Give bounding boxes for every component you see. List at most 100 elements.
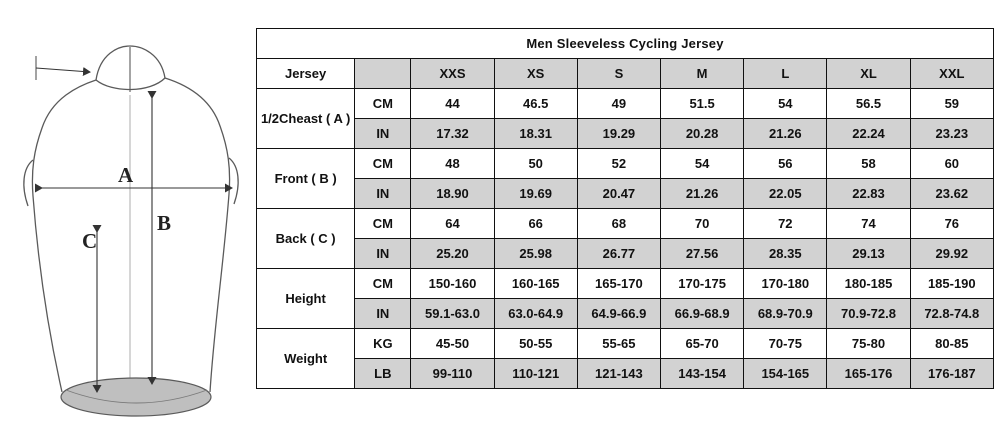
table-row: IN 25.20 25.98 26.77 27.56 28.35 29.13 29.92: [257, 238, 995, 269]
collar-bottom: [95, 77, 166, 91]
size-header-s: S: [576, 58, 662, 89]
row-label: Front ( B ): [255, 148, 356, 209]
size-header-m: M: [659, 58, 745, 89]
value-cell: 58: [826, 148, 911, 179]
row-label: 1/2Cheast ( A ): [255, 88, 356, 149]
value-cell: 28.35: [743, 238, 828, 269]
value-cell: 121-143: [576, 358, 662, 389]
value-cell: 170-180: [743, 268, 828, 299]
right-side-flap: [228, 157, 239, 205]
value-cell: 22.24: [826, 118, 911, 149]
value-cell: 56.5: [826, 88, 911, 119]
value-cell: 29.13: [826, 238, 911, 269]
value-cell: 21.26: [659, 178, 745, 209]
row-label: Weight: [255, 328, 356, 389]
table-row: LB 99-110 110-121 121-143 143-154 154-165 165-…: [257, 358, 995, 389]
size-header-xs: XS: [493, 58, 578, 89]
unit-cell: CM: [354, 268, 412, 299]
value-cell: 19.29: [576, 118, 662, 149]
size-header-xxl: XXL: [909, 58, 995, 89]
row-label: Back ( C ): [255, 208, 356, 269]
value-cell: 54: [659, 148, 745, 179]
value-cell: 66: [493, 208, 578, 239]
value-cell: 22.83: [826, 178, 911, 209]
value-cell: 20.28: [659, 118, 745, 149]
value-cell: 25.98: [493, 238, 578, 269]
value-cell: 54: [743, 88, 828, 119]
table-row: Back ( C ) CM 64 66 68 70 72 74 76: [255, 208, 995, 269]
value-cell: 19.69: [493, 178, 578, 209]
table-row: IN 18.90 19.69 20.47 21.26 22.05 22.83 23.62: [257, 178, 995, 209]
label-a: A: [118, 163, 134, 187]
value-cell: 154-165: [743, 358, 828, 389]
value-cell: 49: [576, 88, 662, 119]
value-cell: 75-80: [826, 328, 911, 359]
unit-cell: LB: [354, 358, 412, 389]
value-cell: 80-85: [909, 328, 995, 359]
size-header-xxs: XXS: [410, 58, 495, 89]
value-cell: 170-175: [659, 268, 745, 299]
value-cell: 29.92: [909, 238, 995, 269]
value-cell: 180-185: [826, 268, 911, 299]
value-cell: 70.9-72.8: [826, 298, 911, 329]
value-cell: 26.77: [576, 238, 662, 269]
table-row: Height CM 150-160 160-165 165-170 170-175 170-…: [255, 268, 995, 329]
measure-arrows: [35, 56, 233, 393]
unit-cell: CM: [354, 148, 412, 179]
value-cell: 99-110: [410, 358, 495, 389]
collar-outline: [95, 45, 166, 81]
unit-cell: IN: [354, 238, 412, 269]
size-header-xl: XL: [826, 58, 911, 89]
value-cell: 21.26: [743, 118, 828, 149]
value-cell: 52: [576, 148, 662, 179]
value-cell: 68: [576, 208, 662, 239]
jersey-outline: [23, 45, 239, 393]
size-header-row: Jersey XXS XS S M L XL XXL: [255, 58, 995, 89]
hem-ellipse: [60, 377, 212, 417]
value-cell: 44: [410, 88, 495, 119]
size-header-l: L: [743, 58, 828, 89]
label-b: B: [157, 211, 171, 235]
table-row: Front ( B ) CM 48 50 52 54 56 58 60: [255, 148, 995, 209]
value-cell: 18.31: [493, 118, 578, 149]
left-side-flap: [23, 159, 34, 207]
value-cell: 63.0-64.9: [493, 298, 578, 329]
value-cell: 64.9-66.9: [576, 298, 662, 329]
value-cell: 76: [909, 208, 995, 239]
value-cell: 70: [659, 208, 745, 239]
value-cell: 160-165: [493, 268, 578, 299]
value-cell: 56: [743, 148, 828, 179]
value-cell: 59.1-63.0: [410, 298, 495, 329]
table-row: IN 59.1-63.0 63.0-64.9 64.9-66.9 66.9-68.9 68…: [257, 298, 995, 329]
value-cell: 68.9-70.9: [743, 298, 828, 329]
blank-header-cell: [354, 58, 412, 89]
value-cell: 48: [410, 148, 495, 179]
value-cell: 17.32: [410, 118, 495, 149]
value-cell: 165-176: [826, 358, 911, 389]
value-cell: 185-190: [909, 268, 995, 299]
value-cell: 72: [743, 208, 828, 239]
value-cell: 50: [493, 148, 578, 179]
row-label: Height: [255, 268, 356, 329]
value-cell: 150-160: [410, 268, 495, 299]
value-cell: 20.47: [576, 178, 662, 209]
value-cell: 74: [826, 208, 911, 239]
value-cell: 72.8-74.8: [909, 298, 995, 329]
chart-title: Men Sleeveless Cycling Jersey: [256, 28, 994, 59]
unit-cell: IN: [354, 298, 412, 329]
size-table-body: 1/2Cheast ( A ) CM 44 46.5 49 51.5 54 56.5 59 IN 1…: [255, 88, 995, 389]
value-cell: 66.9-68.9: [659, 298, 745, 329]
value-cell: 65-70: [659, 328, 745, 359]
value-cell: 143-154: [659, 358, 745, 389]
unit-cell: KG: [354, 328, 412, 359]
value-cell: 45-50: [410, 328, 495, 359]
table-row: IN 17.32 18.31 19.29 20.28 21.26 22.24 23.23: [257, 118, 995, 149]
size-table: Men Sleeveless Cycling Jersey Jersey XXS X…: [255, 28, 995, 389]
collar-pointer-arrow: [35, 66, 91, 76]
value-cell: 27.56: [659, 238, 745, 269]
value-cell: 23.23: [909, 118, 995, 149]
value-cell: 22.05: [743, 178, 828, 209]
value-cell: 25.20: [410, 238, 495, 269]
value-cell: 70-75: [743, 328, 828, 359]
